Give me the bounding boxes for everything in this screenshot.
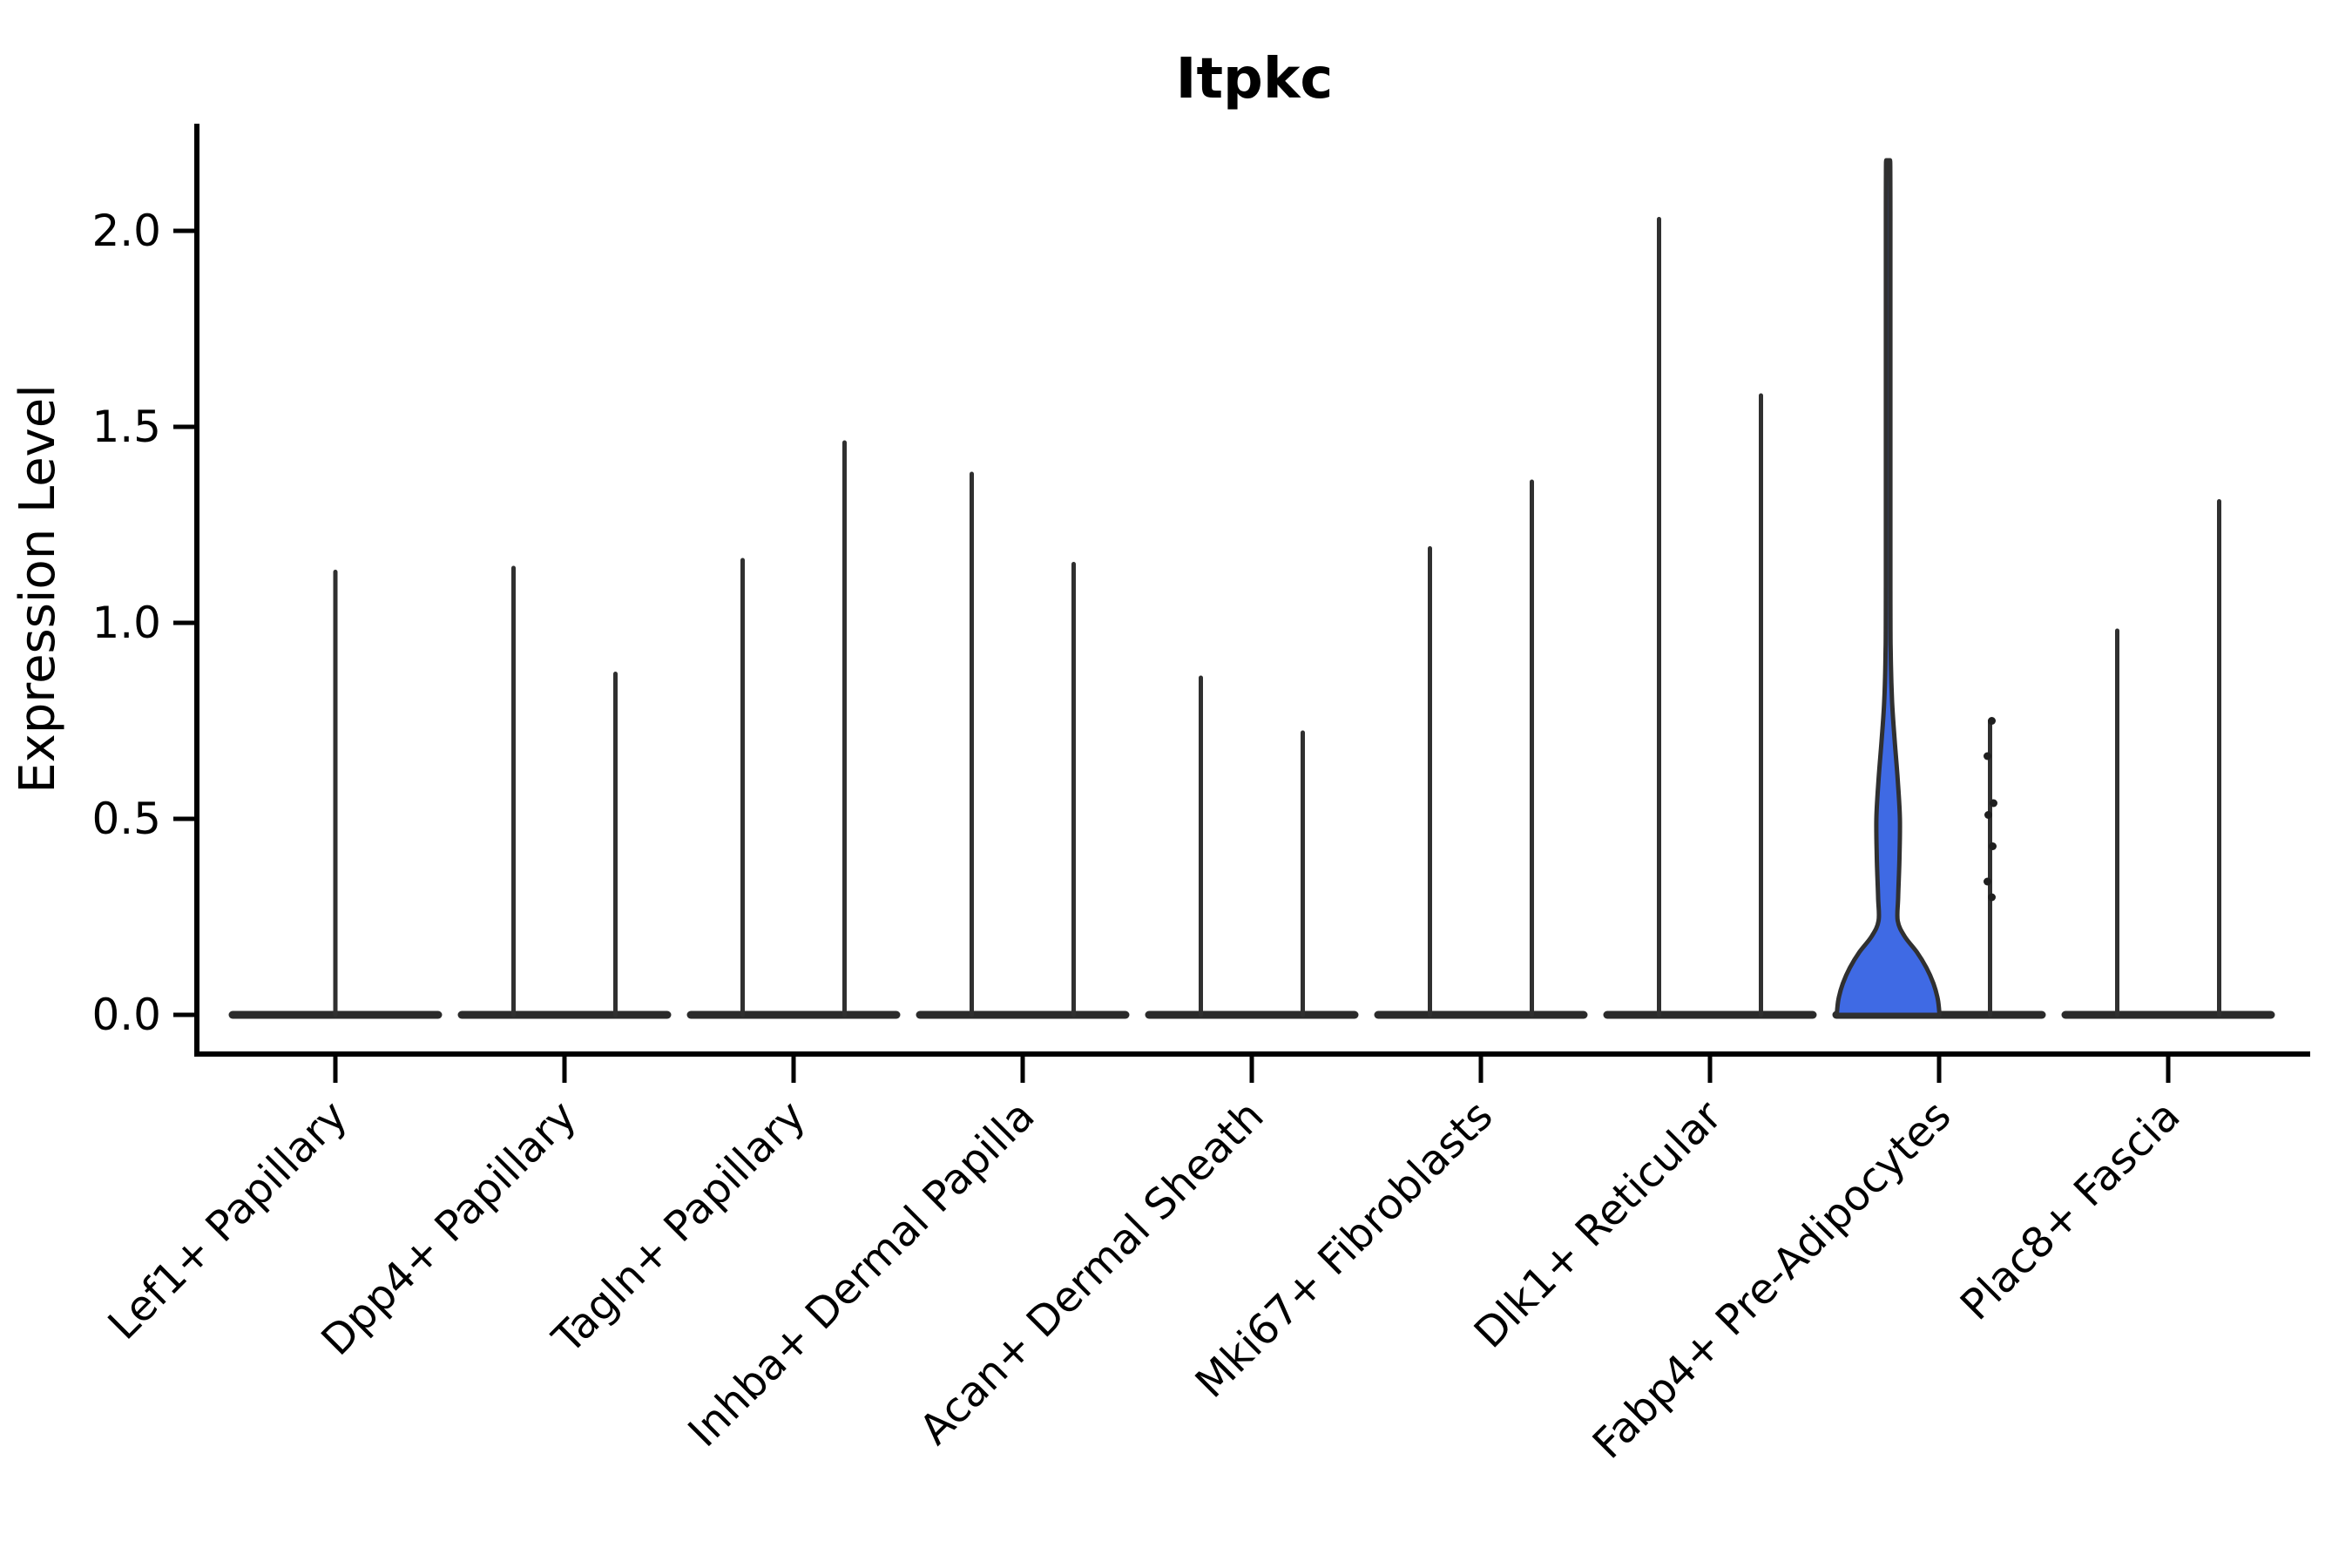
jitter-point xyxy=(1988,893,1996,902)
y-tick-label: 0.5 xyxy=(91,794,161,844)
violins-layer xyxy=(228,158,2275,1019)
x-category-label: Dlk1+ Reticular xyxy=(1465,1092,1732,1358)
x-category-label: Dpp4+ Papillary xyxy=(312,1092,585,1365)
x-category-label: Plac8+ Fascia xyxy=(1951,1092,2190,1330)
jitter-point xyxy=(1984,877,1991,886)
jitter-point xyxy=(1984,752,1991,760)
jitter-point xyxy=(1989,842,1997,850)
y-tick-label: 1.0 xyxy=(91,598,161,648)
y-tick-label: 2.0 xyxy=(91,206,161,256)
chart-title: Itpkc xyxy=(1176,47,1334,112)
y-tick-label: 1.5 xyxy=(91,402,161,452)
jitter-point xyxy=(1988,717,1996,725)
y-tick-label: 0.0 xyxy=(91,990,161,1040)
axes-layer: 0.0 0.5 1.0 1.5 2.0 xyxy=(91,124,2310,1083)
jitter-point xyxy=(1984,811,1992,819)
x-category-label: Tagln+ Papillary xyxy=(543,1092,814,1363)
jitter-point xyxy=(1990,799,1997,808)
y-axis-label: Expression Level xyxy=(10,384,66,794)
x-category-label: Lef1+ Papillary xyxy=(99,1092,357,1349)
highlighted-violin-shape xyxy=(1835,158,1942,1017)
